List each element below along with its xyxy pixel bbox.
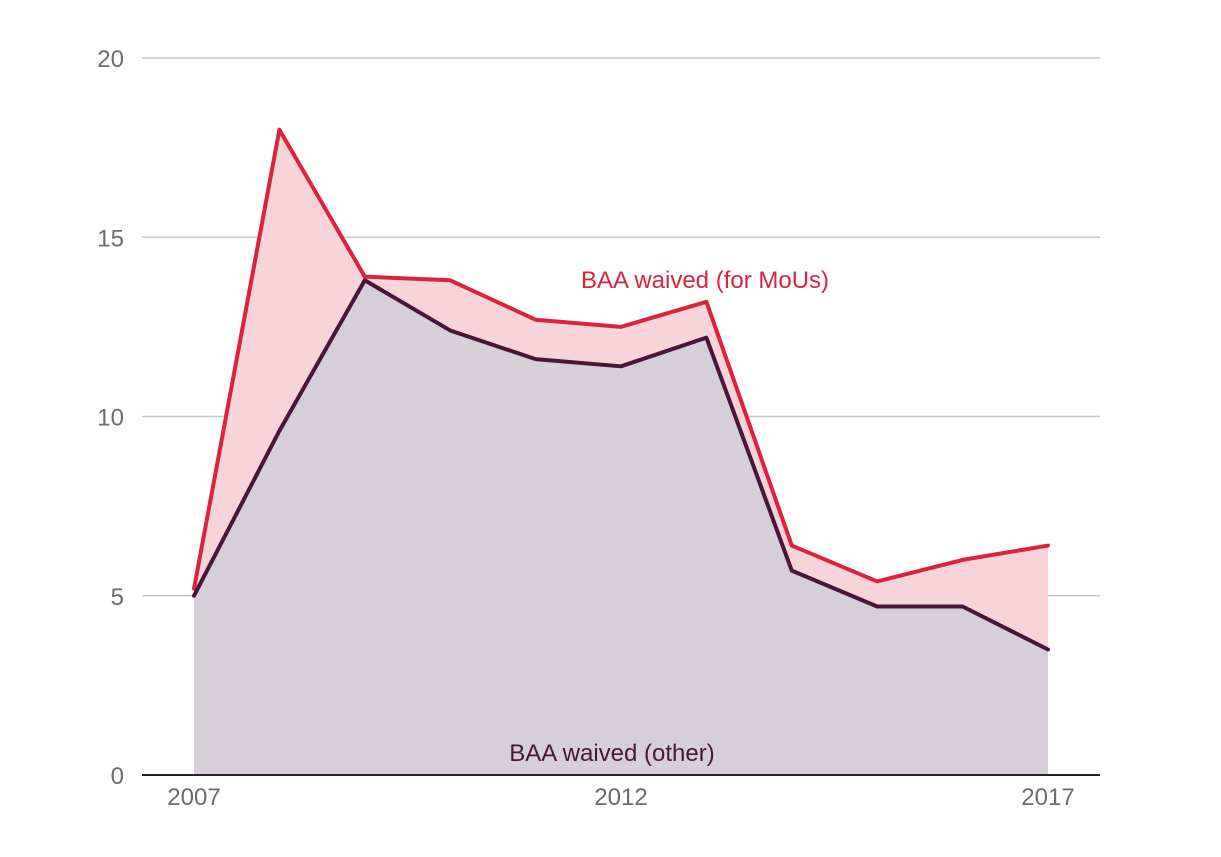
series-areas — [194, 129, 1048, 775]
y-axis-ticks: 0 5 10 15 20 — [97, 46, 124, 790]
y-tick-label-0: 0 — [111, 763, 124, 790]
y-tick-label-5: 5 — [111, 584, 124, 611]
x-tick-label-2017: 2017 — [1021, 784, 1074, 811]
x-tick-label-2007: 2007 — [167, 784, 220, 811]
y-tick-label-15: 15 — [97, 225, 124, 252]
series-label-other: BAA waived (other) — [509, 740, 714, 767]
x-tick-label-2012: 2012 — [594, 784, 647, 811]
y-tick-label-10: 10 — [97, 405, 124, 432]
y-tick-label-20: 20 — [97, 46, 124, 73]
series-lines — [192, 127, 1050, 652]
x-axis-ticks: 2007 2012 2017 — [167, 784, 1074, 811]
series-label-mous: BAA waived (for MoUs) — [581, 267, 829, 294]
area-series-1 — [194, 280, 1048, 775]
